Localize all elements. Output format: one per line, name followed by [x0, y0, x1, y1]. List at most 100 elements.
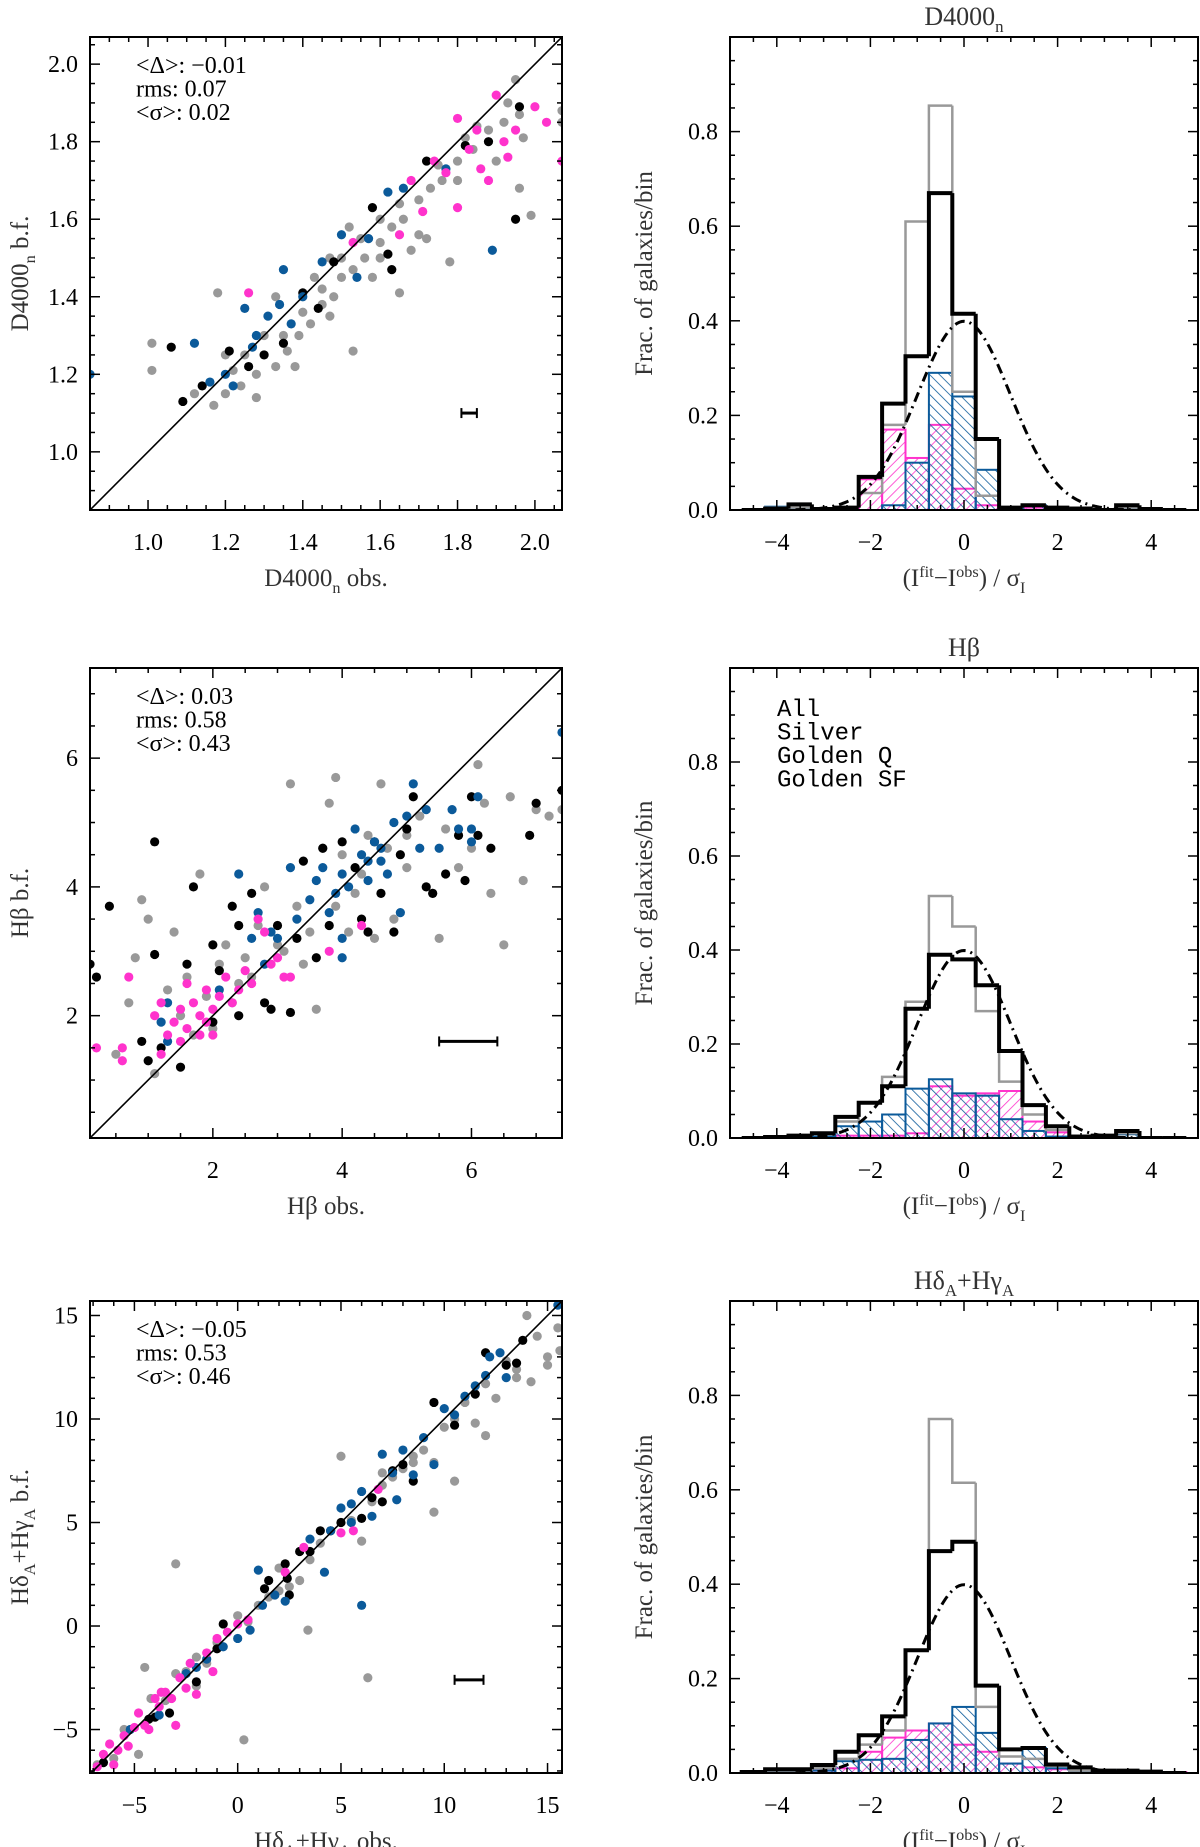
point-golden-sf: [357, 1486, 367, 1497]
point-all: [389, 914, 399, 924]
point-golden-q: [171, 1720, 181, 1730]
point-silver: [188, 882, 199, 892]
point-golden-sf: [346, 1517, 356, 1528]
point-all: [279, 946, 289, 956]
stat-text: rms: 0.53: [136, 1341, 227, 1367]
point-golden-q: [324, 946, 334, 956]
point-all: [233, 1611, 243, 1621]
point-silver: [470, 1389, 480, 1399]
point-golden-sf: [466, 837, 477, 847]
point-golden-sf: [305, 1534, 315, 1544]
point-golden-q: [117, 1043, 127, 1053]
gaussian-curve: [795, 948, 1133, 1138]
point-golden-sf: [311, 875, 321, 886]
point-golden-sf: [280, 1596, 290, 1606]
point-all: [514, 109, 525, 120]
y-tick-label: 4: [66, 875, 78, 901]
x-tick-label: 4: [336, 1158, 348, 1184]
x-tick-label: 1.0: [133, 530, 163, 556]
point-golden-sf: [292, 914, 302, 924]
point-golden-sf: [485, 1352, 495, 1362]
point-golden-q: [182, 978, 192, 989]
point-all: [285, 779, 296, 789]
panel-title-part: D4000: [924, 2, 995, 31]
x-tick-label: −2: [858, 1158, 884, 1184]
typical-error-bar: [453, 1674, 485, 1685]
point-golden-sf: [377, 1449, 387, 1459]
stat-text: <Δ>: −0.05: [136, 1317, 247, 1343]
point-silver: [285, 1007, 296, 1018]
y-tick-label: 0.6: [688, 844, 718, 870]
hist-bin-silver: [950, 1539, 976, 1552]
hist-bin-silver: [1020, 1051, 1046, 1108]
point-silver: [313, 303, 323, 313]
x-axis-label-part: +Hγ: [296, 1828, 339, 1847]
x-axis-label-part: fit: [919, 1191, 934, 1209]
point-all: [376, 779, 386, 789]
hist-bin-silver: [809, 1762, 836, 1770]
x-axis-label-part: Hβ obs.: [287, 1193, 365, 1220]
hist-bin-silver: [786, 1133, 812, 1138]
y-tick-label: 0.8: [688, 120, 718, 146]
hist-bin-all: [927, 104, 953, 222]
hist-bin-silver: [1020, 1745, 1046, 1750]
hist-bin-silver: [1137, 1130, 1163, 1138]
point-all: [449, 1476, 460, 1486]
point-silver: [473, 830, 483, 840]
hist-bin-silver: [903, 1006, 929, 1087]
point-golden-sf: [495, 1348, 505, 1358]
y-tick-label: 1.2: [48, 362, 78, 388]
point-silver: [244, 361, 254, 372]
point-golden-q: [156, 1687, 166, 1697]
point-all: [369, 933, 380, 944]
point-all: [382, 843, 393, 853]
x-tick-label: 15: [536, 1793, 560, 1819]
x-tick-label: 0: [958, 1793, 970, 1819]
plot-area: [90, 668, 562, 1138]
point-silver: [150, 949, 160, 960]
point-silver: [357, 1513, 367, 1523]
point-golden-q: [175, 1036, 186, 1047]
hist-bin-silver: [997, 985, 1023, 1054]
point-all: [542, 1360, 553, 1370]
point-golden-q: [123, 1741, 133, 1751]
stat-text: <σ>: 0.02: [136, 100, 231, 126]
point-all: [271, 292, 281, 302]
point-all: [309, 272, 319, 282]
point-all: [402, 862, 412, 873]
hist-bin-golden-sf: [904, 1087, 930, 1138]
point-golden-sf: [274, 299, 285, 310]
typical-error-bar: [460, 408, 478, 419]
point-golden-sf: [466, 824, 477, 834]
panel-title-part: Hδ: [914, 1266, 945, 1295]
point-golden-sf: [429, 1459, 439, 1470]
hist-bin-golden-sf: [927, 371, 954, 510]
point-golden-sf: [415, 843, 425, 853]
point-golden-q: [491, 90, 501, 100]
point-silver: [383, 249, 393, 259]
hist-bin-silver: [926, 952, 953, 1009]
point-silver: [197, 381, 207, 391]
point-golden-sf: [453, 824, 464, 834]
point-all: [415, 811, 425, 821]
point-all: [239, 1735, 249, 1745]
point-golden-sf: [367, 1511, 377, 1521]
point-golden-sf: [319, 1567, 330, 1577]
point-all: [305, 319, 316, 329]
x-axis-label: (Ifit−Iobs) / σI: [903, 1191, 1026, 1225]
y-axis-label-part: Frac. of galaxies/bin: [631, 1434, 658, 1639]
point-golden-q: [162, 1030, 173, 1040]
hist-bin-silver: [973, 959, 1000, 988]
x-axis-label-part: Hδ: [254, 1828, 284, 1847]
y-tick-label: 0.4: [688, 309, 718, 335]
hist-bin-silver: [880, 1084, 906, 1103]
hist-bin-silver: [786, 502, 812, 509]
hist-bin-silver: [926, 1549, 953, 1651]
y-axis-label: Frac. of galaxies/bin: [631, 800, 658, 1005]
hist-bin-silver: [1067, 1126, 1093, 1138]
y-tick-label: 0.6: [688, 214, 718, 240]
point-all: [480, 1430, 491, 1441]
hist-bin-golden-sf: [974, 1094, 1001, 1138]
point-all: [421, 234, 432, 244]
